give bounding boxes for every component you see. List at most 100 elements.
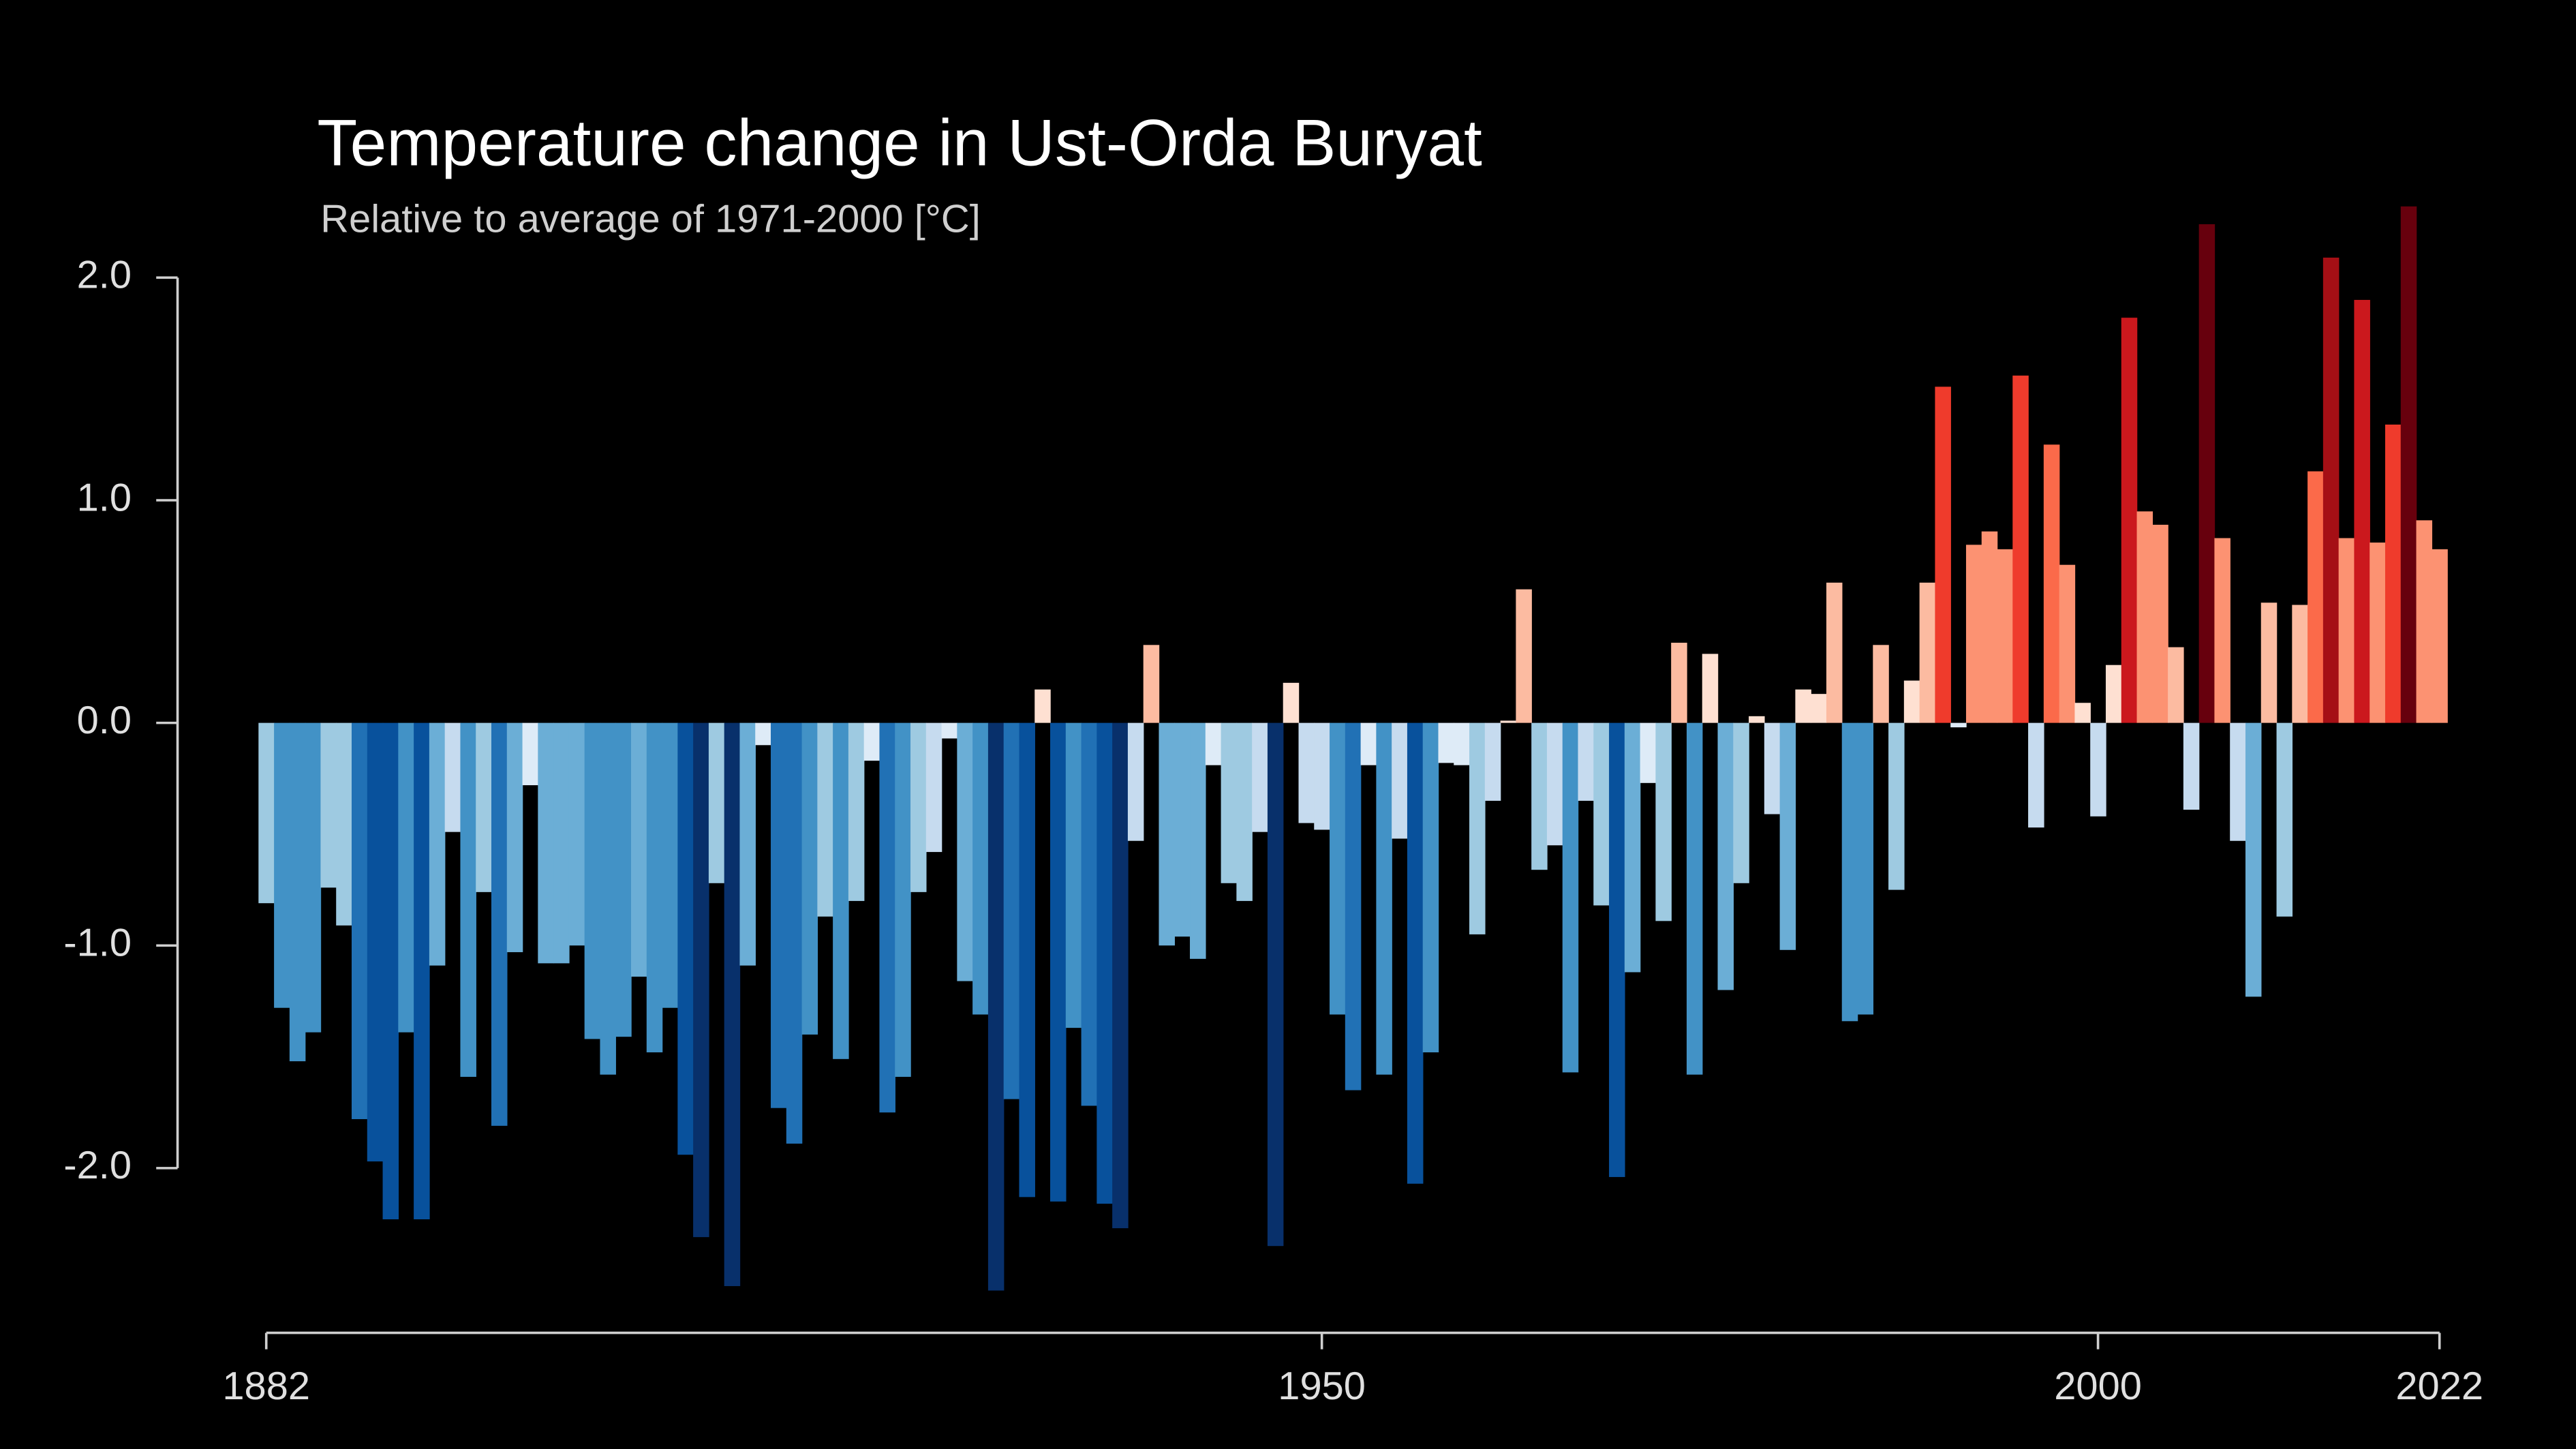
bar [600,722,616,1075]
bar [1624,722,1641,973]
bar [553,722,570,964]
bar [2416,520,2433,723]
y-tick-label: -2.0 [63,1144,132,1187]
bar [491,722,508,1126]
bar [1143,645,1160,723]
bar [1081,722,1098,1106]
bar [1438,722,1454,763]
bar [2432,549,2448,723]
bar [972,722,989,1015]
bar [1578,722,1595,801]
bar [801,722,818,1035]
bar [1686,722,1703,1075]
bar [2214,538,2230,723]
bar [1857,722,1874,1015]
bar [1330,722,1346,1015]
x-tick-label: 2022 [2395,1364,2483,1408]
y-tick-label: 1.0 [77,476,132,519]
bar [538,722,554,964]
bar [708,722,725,883]
bar [2354,300,2370,723]
bar [584,722,601,1039]
bar [1702,654,1719,723]
bar [1749,716,1765,723]
bar [1298,722,1315,823]
bar [2385,424,2402,723]
bar [1671,643,1687,723]
bar [1873,645,1889,723]
bar [1950,722,1967,728]
bar [1097,722,1113,1204]
bar [382,722,399,1220]
bar [739,722,756,966]
bar [863,722,880,761]
bar [786,722,803,1144]
bar [1360,722,1377,765]
bar [2292,605,2308,723]
bar [1717,722,1734,990]
bar [1019,722,1035,1198]
bar [1252,722,1268,832]
bar [615,722,632,1037]
bar [1981,531,1998,723]
bar [289,722,306,1062]
bar [677,722,694,1155]
bar [1811,694,1827,723]
bar [429,722,446,966]
bar [367,722,384,1162]
bar [879,722,895,1113]
bar [1376,722,1392,1075]
bar [1345,722,1362,1090]
bar [817,722,833,917]
bar [258,722,275,904]
bar [2370,543,2386,723]
bar [1640,722,1657,783]
bar [1997,549,2014,723]
bar [1484,722,1501,801]
bar [2136,511,2153,723]
bar [662,722,679,1008]
bar [2307,471,2324,723]
bar [1593,722,1610,906]
bar [1609,722,1625,1177]
bar [895,722,911,1077]
bar [1127,722,1144,841]
bar [1795,689,1811,723]
bar [351,722,368,1120]
bar [1407,722,1424,1184]
bar [848,722,865,901]
bar [444,722,461,832]
bar [2168,647,2184,723]
bar [1003,722,1020,1099]
bar [1221,722,1238,883]
bar [2059,564,2076,723]
bar [1159,722,1175,946]
bar [631,722,647,977]
bar [2260,603,2278,723]
bar [1065,722,1082,1028]
bar [1205,722,1222,765]
bar [957,722,973,981]
bar [506,722,523,953]
chart-title: Temperature change in Ust-Orda Buryat [317,106,1482,179]
bar [941,722,958,739]
y-tick-label: 2.0 [77,254,132,297]
bar [1422,722,1439,1053]
bar [1454,722,1470,765]
bar [2198,224,2215,723]
bar [414,722,430,1220]
bar [693,722,709,1238]
bar [1174,722,1191,937]
y-tick-label: -1.0 [63,921,132,965]
bar [1919,582,1936,723]
bar [320,722,337,888]
bar [1392,722,1408,839]
chart-subtitle: Relative to average of 1971-2000 [°C] [320,198,981,241]
bar [1733,722,1749,883]
y-tick-label: 0.0 [77,699,132,742]
bar [1469,722,1486,934]
bar [2043,444,2060,723]
bar [522,722,539,786]
